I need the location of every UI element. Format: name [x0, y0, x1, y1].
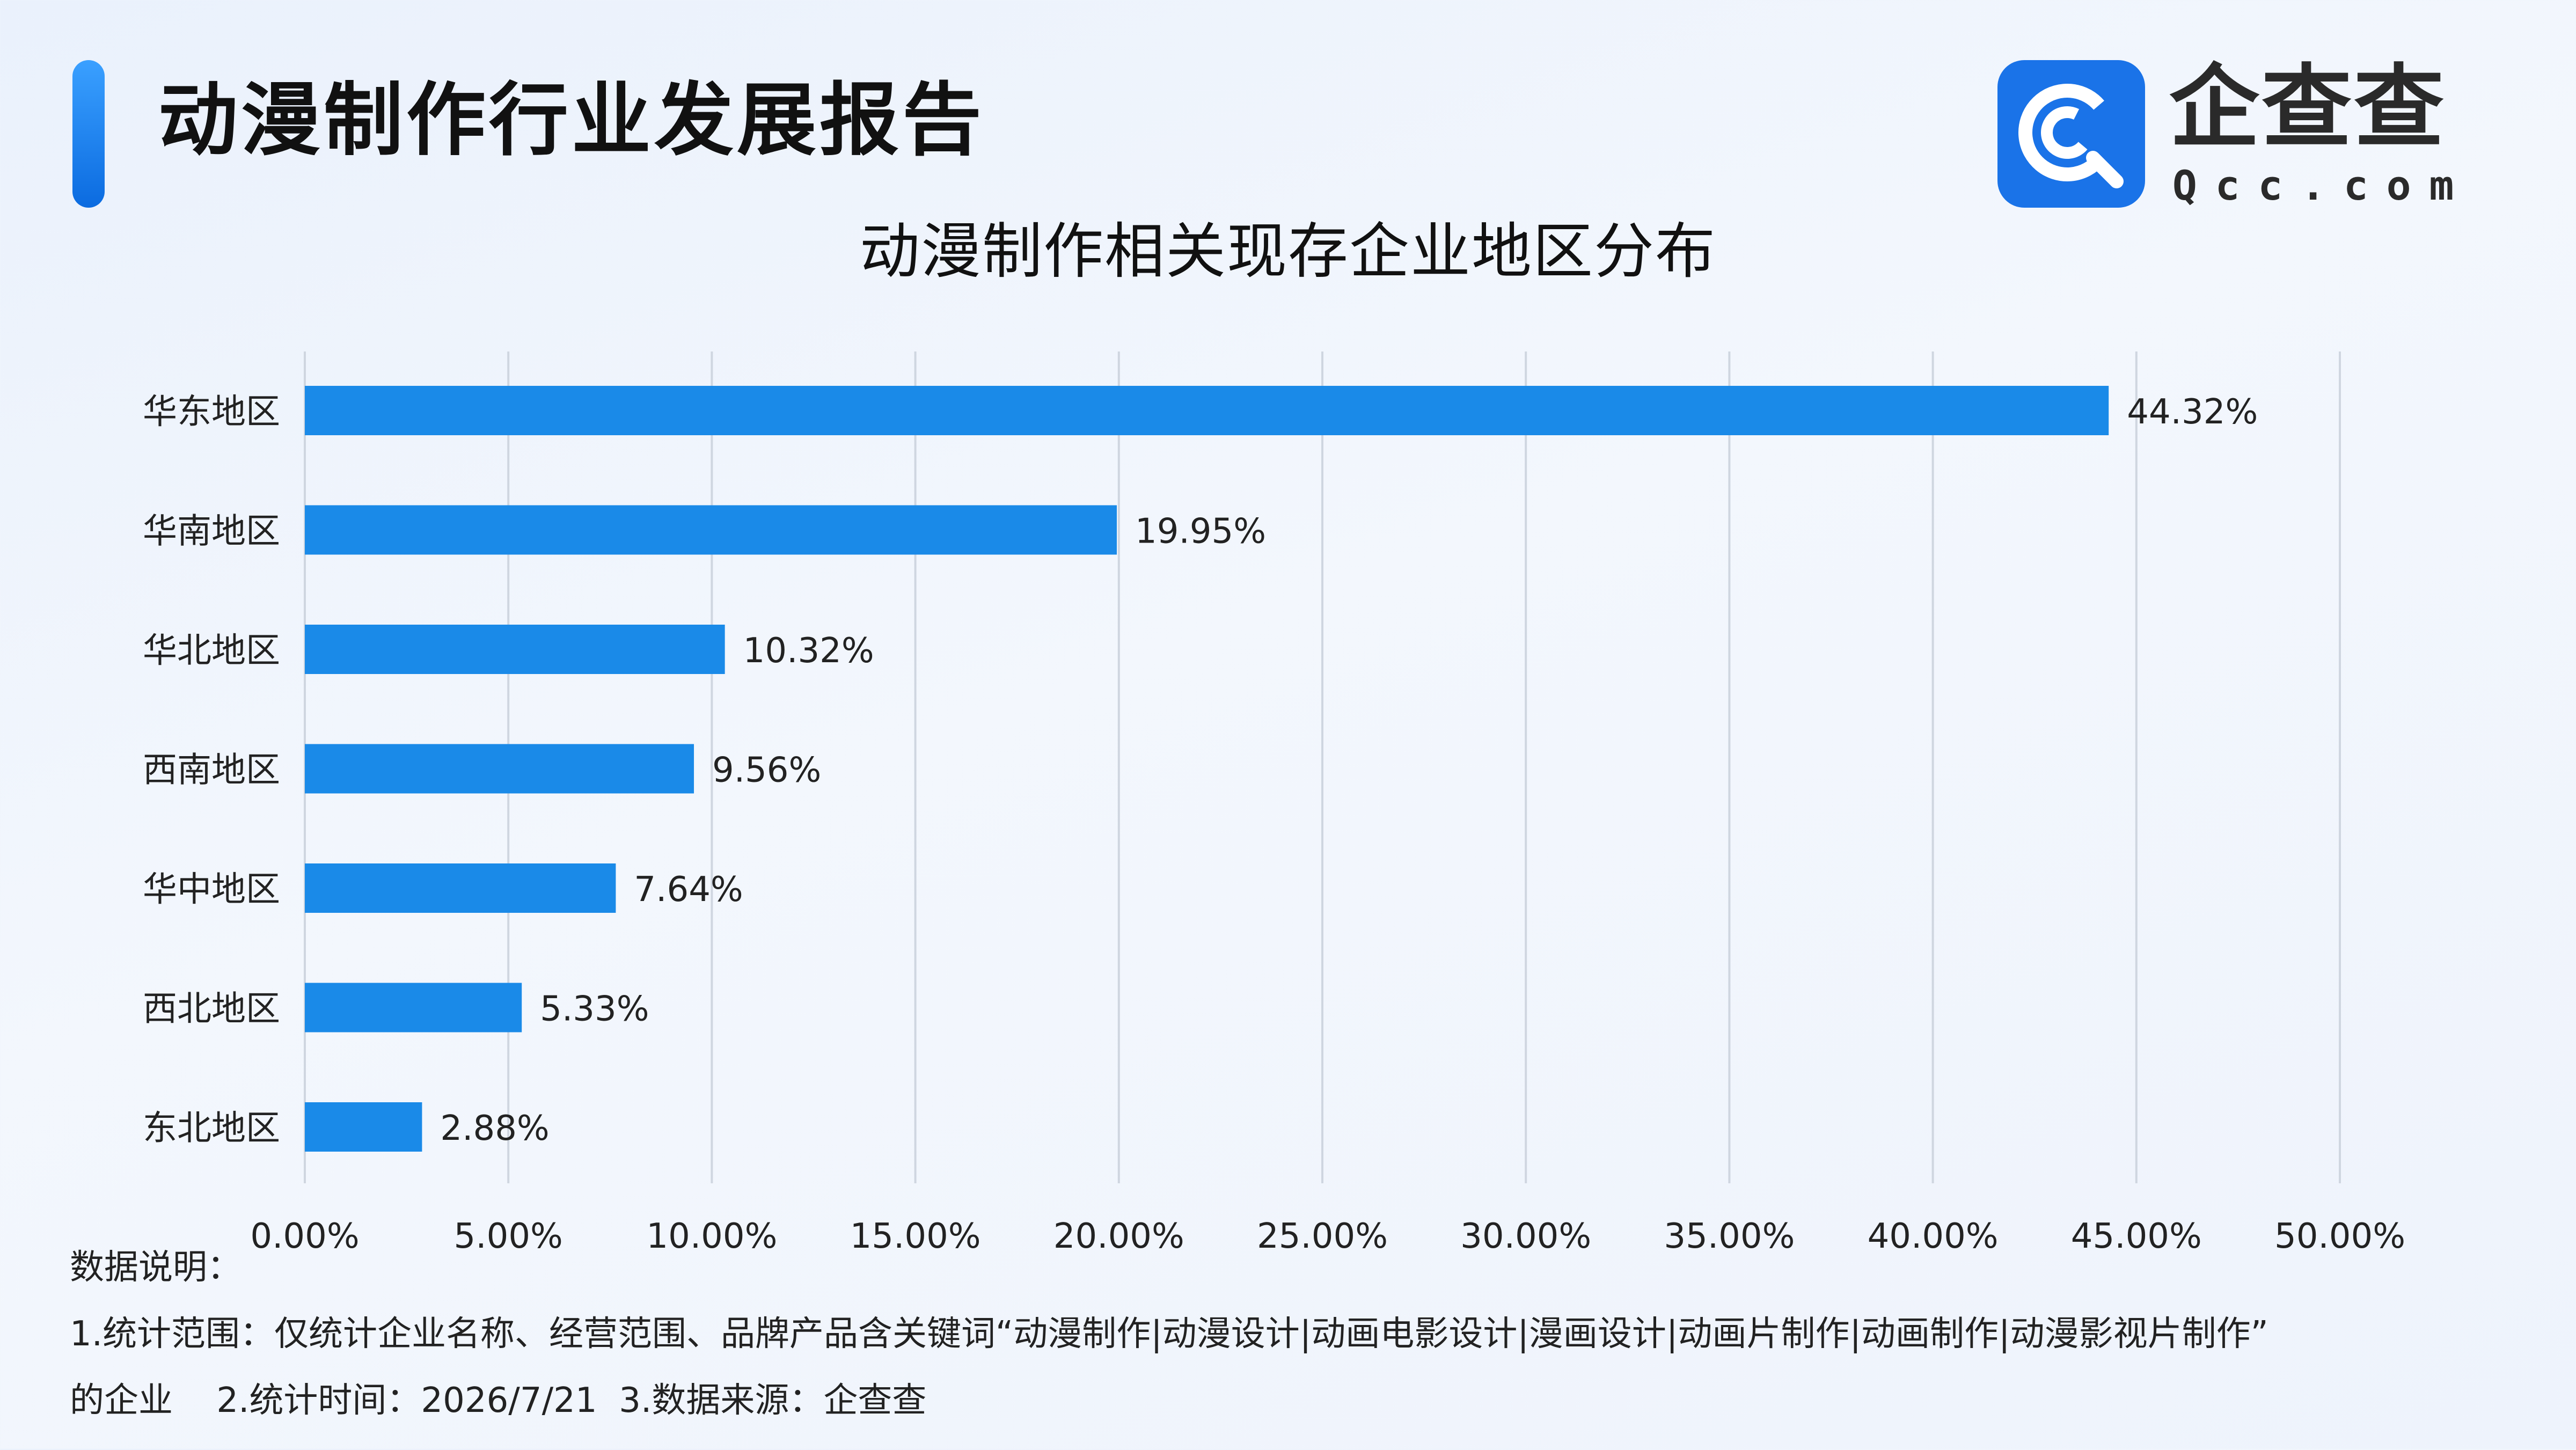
x-tick-label: 0.00%: [250, 1217, 359, 1256]
title-accent-bar: [72, 60, 105, 208]
value-label: 2.88%: [440, 1109, 549, 1148]
category-label: 华南地区: [143, 512, 280, 552]
x-tick-label: 25.00%: [1257, 1217, 1388, 1256]
bar: [305, 1102, 422, 1152]
x-tick-label: 50.00%: [2274, 1217, 2405, 1256]
data-notes: 数据说明： 1.统计范围：仅统计企业名称、经营范围、品牌产品含关键词“动漫制作|…: [70, 1250, 2538, 1450]
value-label: 5.33%: [540, 990, 649, 1029]
category-label: 华中地区: [143, 870, 280, 910]
bar: [305, 386, 2109, 435]
value-label: 9.56%: [712, 751, 821, 790]
notes-line-2-time: 2.统计时间：2026/7/21: [216, 1381, 597, 1420]
logo-name: 企查查: [2169, 55, 2446, 160]
x-tick-label: 45.00%: [2071, 1217, 2202, 1256]
category-label: 华北地区: [143, 631, 280, 671]
value-label: 10.32%: [743, 631, 874, 671]
x-tick-label: 10.00%: [646, 1217, 777, 1256]
category-label: 西南地区: [143, 751, 280, 790]
notes-line-2-source: 3.数据来源：企查查: [619, 1381, 927, 1420]
category-label: 华东地区: [143, 392, 280, 432]
chart-title: 动漫制作相关现存企业地区分布: [860, 217, 1716, 287]
notes-line-1: 1.统计范围：仅统计企业名称、经营范围、品牌产品含关键词“动漫制作|动漫设计|动…: [70, 1314, 2268, 1354]
value-label: 44.32%: [2127, 392, 2258, 432]
qcc-logo-icon: [1997, 60, 2145, 208]
x-tick-label: 5.00%: [454, 1217, 563, 1256]
notes-heading: 数据说明：: [70, 1248, 241, 1287]
x-tick-label: 20.00%: [1053, 1217, 1184, 1256]
x-tick-label: 40.00%: [1868, 1217, 1999, 1256]
x-tick-label: 15.00%: [850, 1217, 981, 1256]
bar: [305, 625, 725, 674]
notes-line-2: 的企业 2.统计时间：2026/7/21 3.数据来源：企查查: [70, 1383, 2538, 1450]
category-label: 西北地区: [143, 990, 280, 1029]
bar: [305, 744, 694, 794]
category-label: 东北地区: [143, 1109, 280, 1148]
notes-line-2-scope: 的企业: [70, 1381, 173, 1420]
report-title: 动漫制作行业发展报告: [158, 74, 985, 166]
value-label: 19.95%: [1135, 512, 1266, 552]
qcc-logo: 企查查 Qcc.com: [1997, 60, 2470, 208]
x-tick-label: 30.00%: [1460, 1217, 1591, 1256]
value-label: 7.64%: [634, 870, 743, 910]
bar: [305, 505, 1117, 555]
x-tick-label: 35.00%: [1664, 1217, 1795, 1256]
logo-domain: Qcc.com: [2172, 162, 2472, 209]
bar: [305, 863, 616, 913]
bar: [305, 983, 522, 1032]
